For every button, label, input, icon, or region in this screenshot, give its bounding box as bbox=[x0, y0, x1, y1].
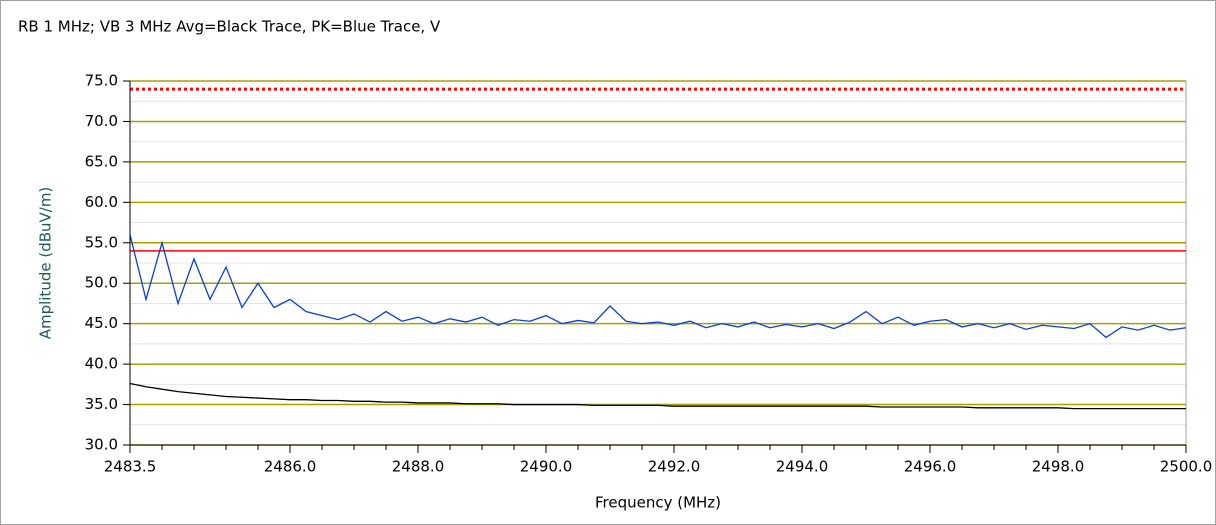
y-tick-label: 35.0 bbox=[85, 395, 118, 413]
chart-title: RB 1 MHz; VB 3 MHz Avg=Black Trace, PK=B… bbox=[18, 18, 441, 36]
y-tick-label: 40.0 bbox=[85, 355, 118, 373]
y-tick-label: 55.0 bbox=[85, 233, 118, 251]
x-tick-label: 2483.5 bbox=[104, 458, 157, 476]
x-tick-label: 2494.0 bbox=[776, 458, 829, 476]
x-tick-label: 2496.0 bbox=[904, 458, 957, 476]
x-tick-label: 2498.0 bbox=[1032, 458, 1085, 476]
x-tick-label: 2486.0 bbox=[264, 458, 317, 476]
y-tick-label: 70.0 bbox=[85, 112, 118, 130]
x-axis-label: Frequency (MHz) bbox=[595, 494, 721, 512]
x-tick-label: 2488.0 bbox=[392, 458, 445, 476]
x-tick-label: 2500.0 bbox=[1160, 458, 1213, 476]
trace bbox=[129, 382, 1186, 410]
x-tick-label: 2490.0 bbox=[520, 458, 573, 476]
x-tick-label: 2492.0 bbox=[648, 458, 701, 476]
y-axis-label: Amplitude (dBuV/m) bbox=[37, 187, 55, 340]
y-tick-label: 75.0 bbox=[85, 72, 118, 90]
y-tick-label: 50.0 bbox=[85, 274, 118, 292]
trace bbox=[129, 234, 1187, 339]
y-tick-label: 60.0 bbox=[85, 193, 118, 211]
y-tick-label: 30.0 bbox=[85, 436, 118, 454]
y-tick-label: 65.0 bbox=[85, 152, 118, 170]
y-tick-label: 45.0 bbox=[85, 314, 118, 332]
